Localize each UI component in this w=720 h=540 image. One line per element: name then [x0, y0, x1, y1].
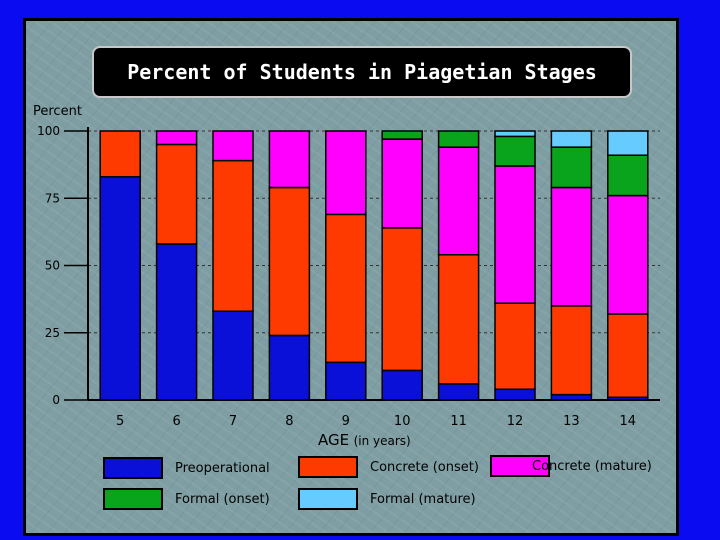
legend-label: Formal (onset) [175, 491, 270, 507]
x-tick-label: 14 [620, 414, 637, 429]
legend-label: Concrete (onset) [370, 459, 479, 475]
x-tick-label: 8 [285, 414, 293, 429]
bar-segment [607, 194, 649, 315]
bar-segment [550, 146, 593, 189]
legend-label: Concrete (mature) [532, 458, 652, 474]
x-axis-label-main: AGE [318, 431, 350, 449]
legend-swatch [490, 455, 550, 477]
bar-segment [550, 393, 593, 401]
bar-segment [212, 159, 254, 312]
x-tick-label: 6 [172, 414, 180, 429]
bar-segment [437, 130, 480, 148]
x-axis-label: AGE (in years) [318, 431, 411, 449]
legend-item-preoperational: Preoperational [103, 457, 270, 479]
bar-segment [381, 138, 423, 229]
bar-segment [381, 227, 423, 372]
bar-segment [268, 186, 311, 337]
bar-segment [494, 135, 536, 167]
y-tick-label: 75 [45, 191, 60, 205]
bar-segment [550, 130, 593, 148]
bar-segment [212, 310, 254, 401]
chart-title: Percent of Students in Piagetian Stages [92, 46, 632, 98]
bar-segment [155, 243, 198, 401]
legend-item-formal-onset: Formal (onset) [103, 488, 270, 510]
bar-segment [325, 213, 367, 364]
bar-segment [325, 361, 367, 401]
y-tick-label: 0 [52, 393, 60, 407]
bar-segment [155, 130, 198, 146]
legend-swatch [298, 456, 358, 478]
legend-label: Formal (mature) [370, 491, 476, 507]
x-tick-label: 5 [116, 414, 124, 429]
bar-segment [99, 175, 141, 401]
bar-segment [325, 130, 367, 216]
legend-item-formal-mature: Formal (mature) [298, 488, 476, 510]
legend-item-concrete-mature: Concrete (mature) [490, 455, 652, 477]
y-tick-label: 25 [45, 326, 60, 340]
x-tick-label: 11 [450, 414, 467, 429]
bar-segment [437, 383, 480, 401]
x-tick-label: 7 [229, 414, 237, 429]
bar-segment [437, 146, 480, 256]
bar-segment [494, 130, 536, 138]
bar-segment [155, 143, 198, 245]
bar-segment [607, 130, 649, 156]
bar-segment [212, 130, 254, 162]
bar-segment [607, 154, 649, 197]
bar-segment [550, 186, 593, 307]
bar-segment [494, 165, 536, 304]
x-tick-label: 13 [563, 414, 580, 429]
bar-segment [268, 334, 311, 401]
bar-segment [437, 253, 480, 385]
x-axis-label-suffix: (in years) [353, 434, 411, 448]
legend-item-concrete-onset: Concrete (onset) [298, 456, 479, 478]
bar-segment [268, 130, 311, 189]
x-tick-label: 9 [342, 414, 350, 429]
legend-label: Preoperational [175, 460, 270, 476]
x-tick-label: 12 [507, 414, 524, 429]
bar-segment [99, 130, 141, 178]
bar-segment [381, 130, 423, 140]
legend-swatch [103, 488, 163, 510]
bar-segment [381, 369, 423, 401]
bar-segment [607, 313, 649, 399]
legend-swatch [298, 488, 358, 510]
y-tick-label: 50 [45, 259, 60, 273]
legend-swatch [103, 457, 163, 479]
y-axis-label: Percent [33, 104, 82, 119]
y-tick-label: 100 [37, 124, 60, 138]
bar-segment [494, 302, 536, 390]
bar-segment [494, 388, 536, 401]
x-tick-label: 10 [394, 414, 411, 429]
bar-segment [550, 305, 593, 396]
